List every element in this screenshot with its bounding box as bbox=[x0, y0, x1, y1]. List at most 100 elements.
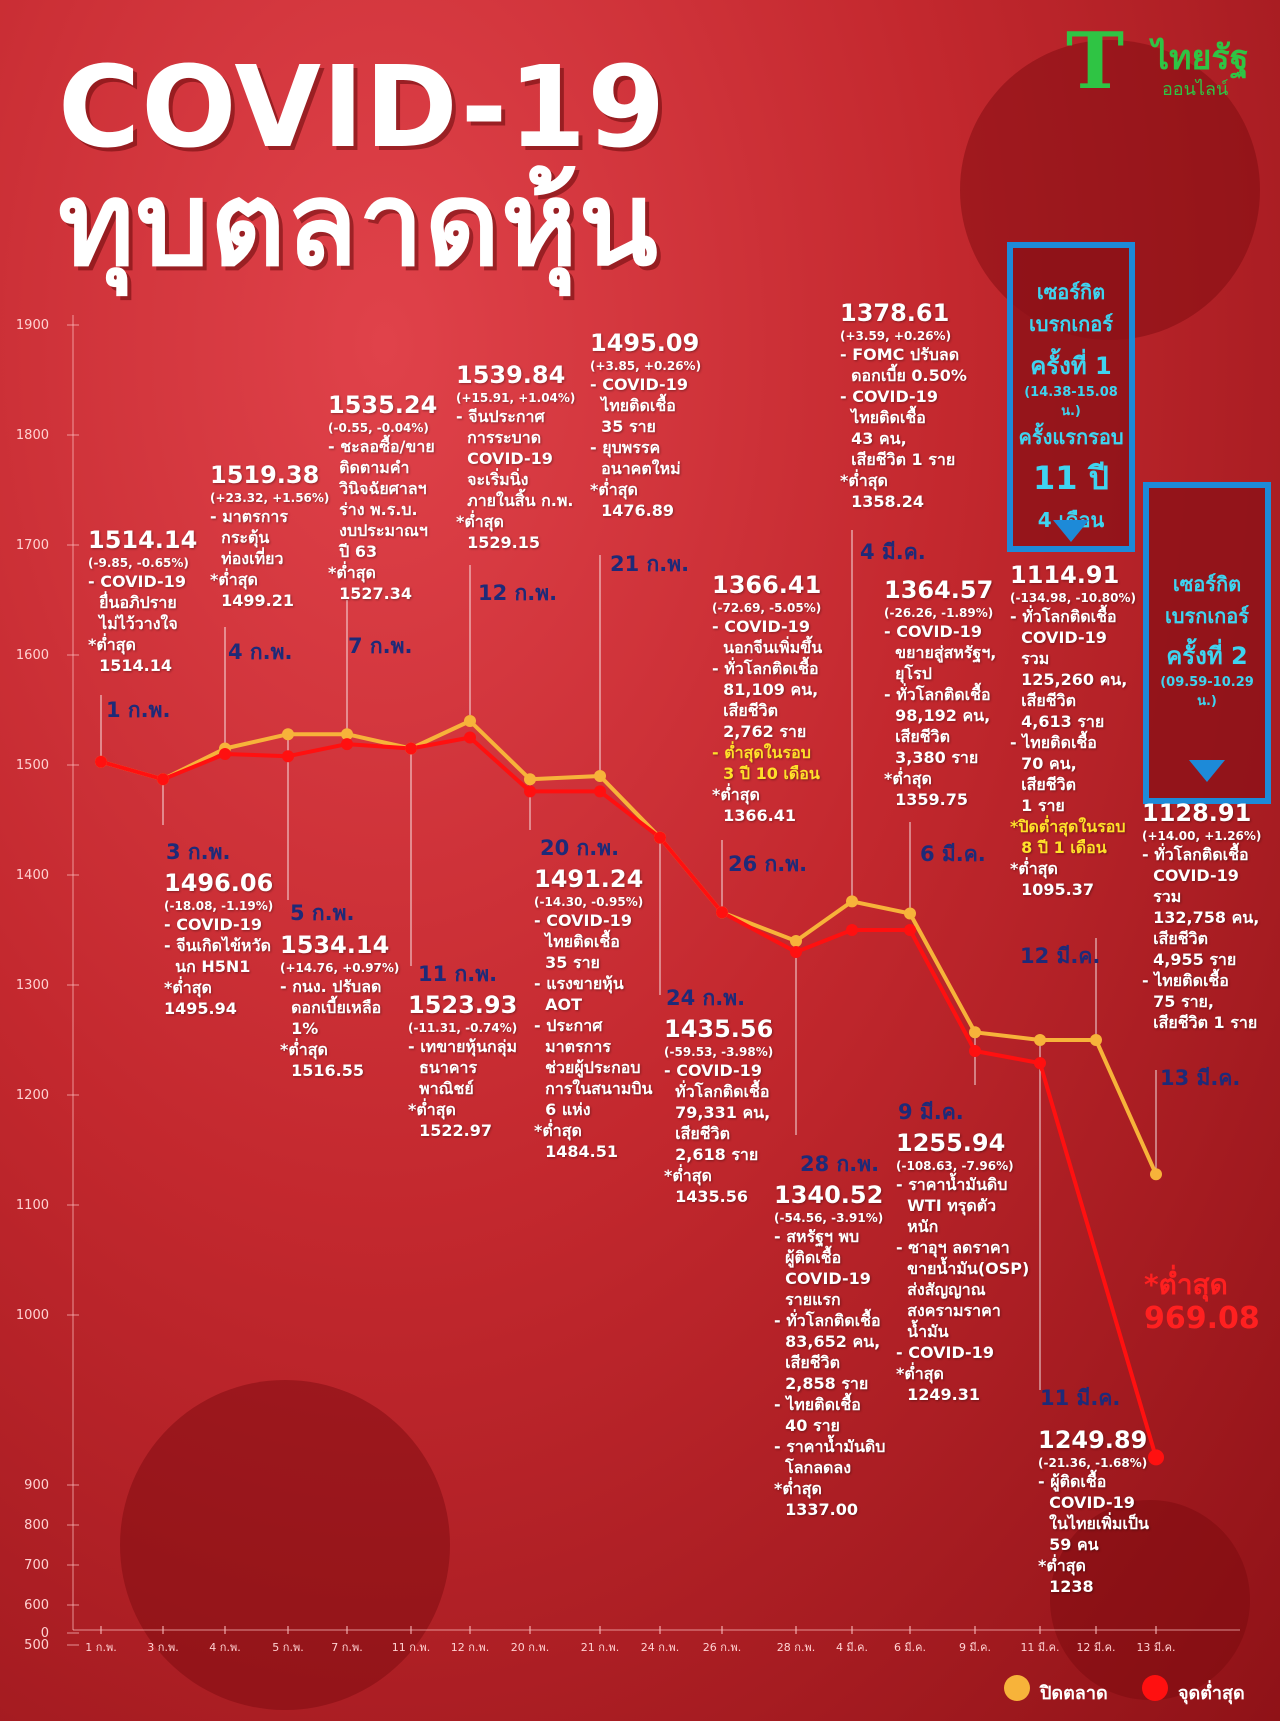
y-tick-label: 1900 bbox=[16, 318, 49, 333]
annotation-line: เสียชีวิต bbox=[1010, 691, 1076, 710]
cb1-line2: เบรกเกอร์ bbox=[1028, 312, 1114, 336]
annotation-line: ไทยติดเชื้อ bbox=[840, 408, 926, 427]
virus-decoration bbox=[1050, 1500, 1250, 1700]
annotation-block: 1366.41 (-72.69, -5.05%) - COVID-19 นอกจีน… bbox=[712, 570, 822, 826]
low-point bbox=[790, 946, 802, 958]
close-point bbox=[594, 770, 606, 782]
annotation-line: ธนาคาร bbox=[408, 1058, 478, 1077]
annotation-change: (-59.53, -3.98%) bbox=[664, 1045, 774, 1059]
annotation-line: เสียชีวิต bbox=[712, 701, 778, 720]
annotation-line: การระบาด bbox=[456, 428, 542, 447]
annotation-line: COVID-19 bbox=[1010, 628, 1107, 647]
low-point bbox=[95, 755, 107, 768]
low-point bbox=[654, 831, 666, 844]
close-point bbox=[1090, 1034, 1102, 1046]
x-tick-label: 26 ก.พ. bbox=[703, 1641, 741, 1654]
y-tick-label: 1500 bbox=[16, 758, 49, 773]
annotation-line: COVID-19 bbox=[774, 1269, 871, 1288]
x-tick-label: 12 มี.ค. bbox=[1076, 1641, 1115, 1654]
annotation-line: เสียชีวิต bbox=[664, 1124, 730, 1143]
close-point bbox=[790, 935, 802, 947]
y-tick-label: 600 bbox=[24, 1598, 49, 1613]
annotation-line: 2,762 ราย bbox=[712, 722, 807, 741]
annotation-block: 1495.09 (+3.85, +0.26%) - COVID-19 ไทยติดเ… bbox=[590, 328, 701, 521]
annotation-line: 35 ราย bbox=[534, 953, 600, 972]
annotation-value: 1491.24 bbox=[534, 865, 644, 893]
y-tick-label: 1000 bbox=[16, 1308, 49, 1323]
cb1-line5: 11 ปี bbox=[1033, 459, 1109, 497]
annotation-line: 98,192 คน, bbox=[884, 706, 991, 725]
annotation-line: - COVID-19 bbox=[840, 387, 938, 406]
annotation-line: ไทยติดเชื้อ bbox=[590, 396, 676, 415]
date-label: 4 ก.พ. bbox=[228, 640, 293, 664]
annotation-value: 1114.91 bbox=[1010, 561, 1120, 589]
annotation-low: *ต่ำสุด 1249.31 bbox=[896, 1364, 981, 1404]
annotation-block: 1364.57 (-26.26, -1.89%) - COVID-19 ขยายสู… bbox=[884, 575, 996, 810]
annotation-line: ดอกเบี้ยเหลือ bbox=[280, 998, 382, 1017]
low-point bbox=[524, 785, 536, 798]
annotation-change: (-14.30, -0.95%) bbox=[534, 895, 644, 909]
annotation-line: 4,955 ราย bbox=[1142, 950, 1237, 969]
annotation-line: - ยุบพรรค bbox=[590, 438, 661, 457]
title-line-2: ทุบตลาดหุ้น bbox=[58, 157, 659, 292]
annotation-line: ปี 63 bbox=[328, 542, 378, 561]
date-label: 12 มี.ค. bbox=[1020, 944, 1101, 968]
annotation-line: - กนง. ปรับลด bbox=[280, 977, 382, 996]
annotation-line: 2,618 ราย bbox=[664, 1145, 759, 1164]
annotation-line: 79,331 คน, bbox=[664, 1103, 771, 1122]
annotation-change: (-9.85, -0.65%) bbox=[88, 556, 189, 570]
annotation-line: 3,380 ราย bbox=[884, 748, 979, 767]
annotation-line: ทั่วโลกติดเชื้อ bbox=[664, 1082, 770, 1101]
annotation-line: ผู้ติดเชื้อ bbox=[774, 1248, 842, 1267]
annotation-line: - COVID-19 bbox=[884, 622, 982, 641]
annotation-line: - ทั่วโลกติดเชื้อ bbox=[712, 659, 819, 678]
date-label: 11 ก.พ. bbox=[418, 962, 498, 986]
annotation-line: - จีนประกาศ bbox=[456, 407, 545, 426]
close-point bbox=[282, 728, 294, 741]
annotation-line: - ประกาศ bbox=[534, 1016, 603, 1035]
x-tick-label: 6 มี.ค. bbox=[894, 1641, 926, 1654]
low-point bbox=[716, 906, 728, 919]
x-tick-label: 9 มี.ค. bbox=[959, 1641, 991, 1654]
annotation-line: - COVID-19 bbox=[712, 617, 810, 636]
annotation-block: 1491.24 (-14.30, -0.95%) - COVID-19 ไทยติด… bbox=[534, 864, 652, 1162]
date-label: 3 ก.พ. bbox=[166, 840, 231, 864]
date-label: 4 มี.ค. bbox=[860, 540, 926, 564]
annotation-line: - COVID-19 bbox=[664, 1061, 762, 1080]
annotation-low: *ต่ำสุด 1366.41 bbox=[712, 785, 797, 825]
thairath-logo: T ไทยรัฐ ออนไลน์ bbox=[1066, 22, 1266, 102]
annotation-low: *ต่ำสุด 1476.89 bbox=[590, 480, 675, 520]
annotation-value: 1495.09 bbox=[590, 329, 700, 357]
annotation-line: - ไทยติดเชื้อ bbox=[1142, 971, 1229, 990]
x-tick-label: 1 ก.พ. bbox=[85, 1641, 116, 1654]
low-point bbox=[282, 750, 294, 763]
annotation-block: 1539.84 (+15.91, +1.04%) - จีนประกาศ การระ… bbox=[456, 360, 575, 553]
date-label: 20 ก.พ. bbox=[540, 836, 620, 860]
annotation-line: รายแรก bbox=[774, 1290, 841, 1309]
annotation-value: 1128.91 bbox=[1142, 799, 1252, 827]
date-label: 1 ก.พ. bbox=[106, 698, 171, 722]
annotation-value: 1539.84 bbox=[456, 361, 566, 389]
logo-mark: T bbox=[1066, 16, 1125, 107]
annotation-line: ในไทยเพิ่มเป็น bbox=[1038, 1514, 1149, 1533]
annotation-line: ขายน้ำมัน(OSP) bbox=[896, 1259, 1030, 1278]
low-point bbox=[157, 773, 169, 786]
annotation-line: รวม bbox=[1010, 649, 1050, 668]
annotation-change: (+14.76, +0.97%) bbox=[280, 961, 400, 975]
cb2-pointer bbox=[1189, 760, 1225, 782]
annotation-line: เสียชีวิต 1 ราย bbox=[1142, 1013, 1258, 1032]
lowest-value: 969.08 bbox=[1144, 1301, 1260, 1336]
annotation-change: (-21.36, -1.68%) bbox=[1038, 1456, 1148, 1470]
annotation-change: (+14.00, +1.26%) bbox=[1142, 829, 1262, 843]
y-tick-label: 1400 bbox=[16, 868, 49, 883]
circuit-breaker-2-box: เซอร์กิต เบรกเกอร์ ครั้งที่ 2 (09.59-10.… bbox=[1143, 482, 1271, 804]
cb2-line2: เบรกเกอร์ bbox=[1164, 604, 1250, 628]
annotation-change: (-134.98, -10.80%) bbox=[1010, 591, 1136, 605]
annotation-line: นอกจีนเพิ่มขึ้น bbox=[712, 638, 823, 657]
annotation-highlight: - ต่ำสุดในรอบ bbox=[712, 743, 811, 762]
low-point bbox=[1148, 1449, 1164, 1466]
annotation-line: - ราคาน้ำมันดิบ bbox=[896, 1175, 1008, 1194]
annotation-line: - ไทยติดเชื้อ bbox=[1010, 733, 1097, 752]
annotation-line: ดอกเบี้ย 0.50% bbox=[840, 366, 967, 385]
